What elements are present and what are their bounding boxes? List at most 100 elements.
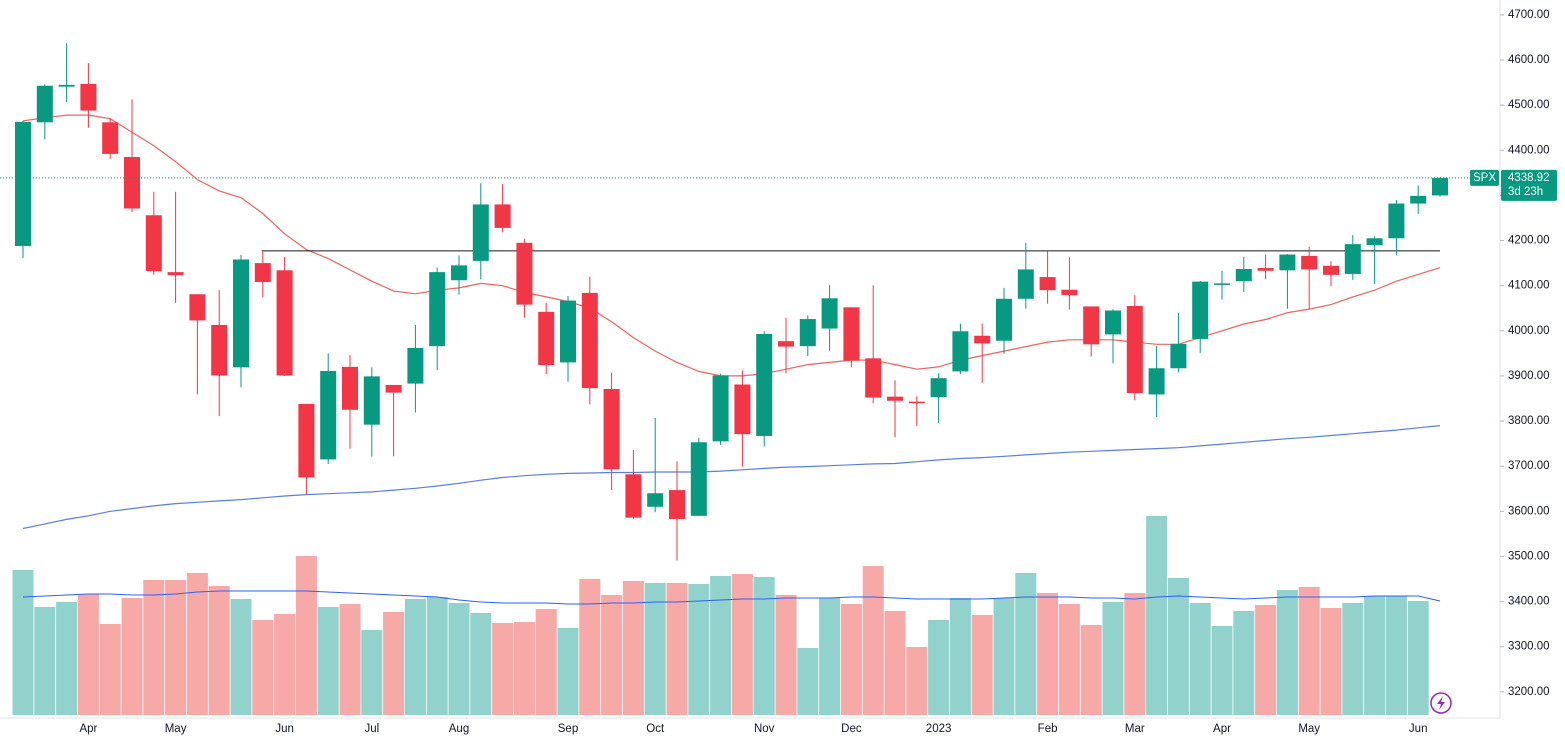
volume-bar bbox=[404, 599, 426, 715]
x-tick-label: 2023 bbox=[926, 723, 952, 735]
icon-bolt bbox=[1437, 696, 1445, 710]
x-tick-label: May bbox=[165, 723, 187, 735]
y-tick-label: 3400.00 bbox=[1508, 596, 1550, 608]
candle-body bbox=[778, 341, 794, 347]
candle-body bbox=[80, 83, 97, 111]
volume-bar bbox=[1255, 605, 1277, 715]
volume-bar bbox=[971, 615, 993, 715]
volume-bar bbox=[1407, 601, 1429, 715]
y-tick-label: 4100.00 bbox=[1508, 280, 1550, 292]
candle-body bbox=[581, 292, 598, 389]
volume-bar bbox=[1211, 626, 1233, 715]
candle-body bbox=[1235, 268, 1252, 282]
volume-bar bbox=[884, 611, 906, 715]
volume-bar bbox=[492, 623, 514, 715]
candle-body bbox=[625, 474, 642, 518]
candle-body bbox=[1039, 277, 1056, 291]
volume-bar bbox=[928, 620, 950, 715]
candle-body bbox=[712, 375, 729, 442]
y-tick-label: 3900.00 bbox=[1508, 370, 1550, 382]
volume-bar bbox=[1058, 604, 1080, 715]
candle-body bbox=[887, 396, 903, 401]
candle-body bbox=[102, 122, 119, 154]
volume-bar bbox=[1298, 587, 1320, 715]
x-tick-label: Jun bbox=[1409, 723, 1428, 735]
y-tick-label: 4000.00 bbox=[1508, 325, 1550, 337]
candle-body bbox=[1126, 305, 1143, 394]
candle-body bbox=[996, 298, 1012, 341]
candle-body bbox=[1192, 281, 1209, 339]
x-tick-label: Dec bbox=[841, 723, 862, 735]
x-tick-label: Nov bbox=[754, 723, 775, 735]
volume-bar bbox=[34, 607, 56, 715]
candle-body bbox=[647, 493, 664, 507]
x-tick-label: Mar bbox=[1125, 723, 1145, 735]
candle-body bbox=[298, 403, 315, 478]
candle-body bbox=[167, 272, 184, 276]
candle-body bbox=[1432, 177, 1448, 196]
candle-body bbox=[1105, 310, 1121, 335]
candle-body bbox=[908, 401, 925, 404]
candle-body bbox=[1344, 244, 1361, 274]
x-tick-label: Sep bbox=[558, 723, 578, 735]
volume-bar bbox=[1080, 625, 1102, 715]
candle-body bbox=[952, 331, 969, 372]
candle-body bbox=[799, 319, 816, 347]
candle-body bbox=[1388, 203, 1405, 239]
y-tick-label: 4600.00 bbox=[1508, 54, 1550, 66]
volume-bar bbox=[339, 604, 361, 715]
x-tick-label: Aug bbox=[449, 723, 469, 735]
last-price-label: 4338.92 bbox=[1508, 172, 1550, 184]
volume-bar bbox=[710, 576, 732, 715]
candle-body bbox=[254, 263, 271, 283]
candle-body bbox=[385, 384, 402, 393]
volume-bar bbox=[1342, 603, 1364, 715]
x-tick-label: Oct bbox=[646, 723, 665, 735]
volume-bar bbox=[753, 577, 775, 715]
volume-bar bbox=[644, 583, 666, 715]
x-tick-label: Jul bbox=[364, 723, 379, 735]
volume-bar bbox=[1015, 573, 1037, 715]
candle-body bbox=[58, 84, 75, 87]
candle-body bbox=[342, 366, 358, 410]
volume-bar bbox=[383, 612, 405, 715]
y-tick-label: 3500.00 bbox=[1508, 550, 1550, 562]
volume-bar bbox=[448, 603, 470, 715]
candle-body bbox=[451, 265, 467, 281]
candle-body bbox=[756, 333, 773, 436]
y-tick-label: 4700.00 bbox=[1508, 9, 1550, 21]
volume-bar bbox=[77, 594, 99, 715]
candle-body bbox=[363, 376, 380, 425]
candle-body bbox=[407, 347, 424, 384]
volume-bar bbox=[252, 620, 274, 715]
candle-body bbox=[472, 204, 489, 261]
candle-body bbox=[974, 335, 991, 344]
volume-bar bbox=[1124, 593, 1146, 715]
candle-body bbox=[1170, 343, 1187, 369]
candle-body bbox=[36, 85, 53, 123]
volume-bar bbox=[121, 598, 143, 715]
candle-body bbox=[1279, 254, 1296, 271]
candle-body bbox=[516, 242, 533, 305]
volume-ma-line bbox=[22, 590, 1441, 605]
volume-bar bbox=[906, 647, 928, 715]
volume-bar bbox=[1233, 611, 1255, 715]
x-tick-label: Apr bbox=[1213, 723, 1231, 735]
y-tick-label: 3800.00 bbox=[1508, 415, 1550, 427]
volume-bar bbox=[1037, 593, 1059, 715]
candle-body bbox=[843, 307, 860, 361]
x-tick-label: May bbox=[1298, 723, 1320, 735]
candle-body bbox=[690, 442, 707, 516]
volume-bar bbox=[1102, 602, 1124, 715]
volume-bar bbox=[579, 579, 601, 715]
candle-body bbox=[320, 370, 337, 460]
lightning-icon[interactable] bbox=[1430, 692, 1452, 714]
volume-bar bbox=[56, 602, 78, 715]
volume-bar bbox=[274, 614, 296, 715]
candle-body bbox=[211, 324, 228, 376]
volume-bar bbox=[622, 581, 644, 715]
volume-bar bbox=[688, 584, 710, 715]
candle-body bbox=[560, 300, 576, 363]
candle-body bbox=[669, 490, 685, 519]
candle-body bbox=[1366, 238, 1383, 246]
